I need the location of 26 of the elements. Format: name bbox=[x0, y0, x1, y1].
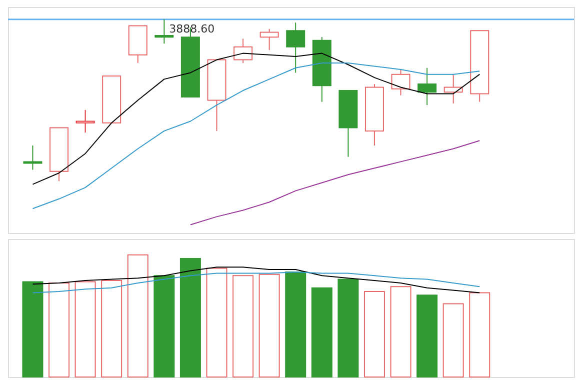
bar bbox=[74, 281, 96, 378]
candlestick bbox=[391, 68, 410, 96]
bar bbox=[416, 294, 438, 378]
bar bbox=[258, 274, 280, 378]
bar bbox=[127, 254, 148, 378]
candlestick bbox=[260, 28, 279, 51]
candlestick bbox=[76, 109, 95, 134]
bar bbox=[442, 303, 464, 378]
bar bbox=[232, 275, 254, 378]
candlestick bbox=[418, 67, 437, 106]
bar bbox=[311, 287, 332, 378]
bar bbox=[48, 282, 70, 378]
candlestick bbox=[23, 145, 42, 170]
bar bbox=[390, 286, 412, 378]
bar bbox=[469, 292, 490, 378]
bar bbox=[180, 258, 201, 378]
candlestick bbox=[234, 38, 253, 64]
bar bbox=[22, 281, 44, 378]
bar bbox=[338, 278, 359, 378]
bar bbox=[101, 280, 122, 378]
bar bbox=[285, 271, 306, 378]
bar bbox=[154, 275, 175, 378]
annotation: 3888.60 bbox=[169, 22, 215, 36]
candlestick bbox=[286, 22, 306, 74]
bar bbox=[206, 268, 228, 378]
bar bbox=[364, 291, 385, 378]
